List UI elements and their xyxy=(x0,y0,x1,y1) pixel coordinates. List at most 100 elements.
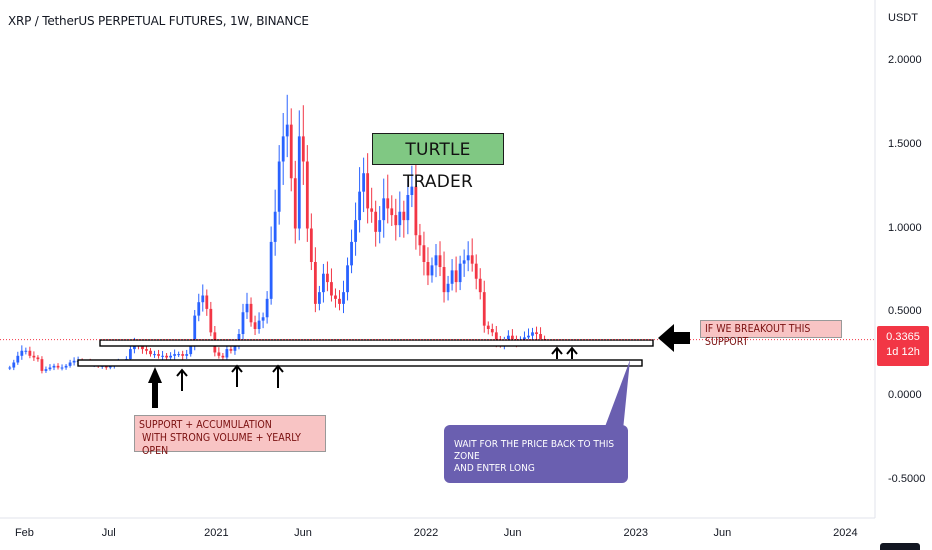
candle-body xyxy=(165,355,168,358)
candle-body xyxy=(446,283,450,293)
wait-note-line2: AND ENTER LONG xyxy=(454,463,535,474)
candle-body xyxy=(225,349,229,358)
support-zones-group xyxy=(77,339,654,367)
candle-body xyxy=(390,208,394,216)
y-tick-label: 0.0000 xyxy=(888,389,922,401)
candle-body xyxy=(20,350,24,356)
candle-body xyxy=(474,263,478,279)
candle-body xyxy=(145,349,148,351)
candle-body xyxy=(426,262,430,276)
candle-body xyxy=(277,161,281,212)
candle-body xyxy=(358,191,361,221)
up-arrow-icon-head xyxy=(231,364,243,373)
candle-body xyxy=(273,211,277,242)
candle-body xyxy=(402,211,406,221)
candle-body xyxy=(305,161,309,229)
candle-body xyxy=(221,355,225,358)
candle-body xyxy=(354,220,357,242)
y-tick-label: -0.5000 xyxy=(888,472,926,485)
candle-body xyxy=(269,241,273,299)
candle-body xyxy=(209,308,213,333)
candle-body xyxy=(173,354,177,356)
tradingview-logo-icon xyxy=(880,543,920,550)
bar-countdown: 1d 12h xyxy=(886,346,920,358)
candle-body xyxy=(52,365,56,368)
candle-body xyxy=(322,273,325,293)
last-price-value: 0.3365 xyxy=(886,331,920,343)
candle-body xyxy=(233,345,237,351)
candle-body xyxy=(350,241,353,266)
candle-body xyxy=(535,332,538,335)
candle-body xyxy=(201,295,205,303)
candle-body xyxy=(193,315,197,346)
left-arrow-icon xyxy=(658,324,690,352)
breakout-note: IF WE BREAKOUT THIS SUPPORT xyxy=(700,320,842,348)
candle-body xyxy=(362,173,366,192)
support-note: SUPPORT + ACCUMULATION WITH STRONG VOLUM… xyxy=(134,415,326,457)
support-zone-upper xyxy=(99,339,654,347)
up-arrow-icon xyxy=(148,367,162,408)
candle-body xyxy=(56,365,60,368)
candle-body xyxy=(245,303,249,313)
candle-body xyxy=(28,350,32,356)
x-tick-label: Feb xyxy=(14,527,34,539)
candle-body xyxy=(249,303,253,323)
candle-body xyxy=(438,255,442,268)
candle-body xyxy=(64,365,68,368)
candle-body xyxy=(161,355,164,357)
candle-body xyxy=(265,298,269,318)
candle-body xyxy=(24,350,28,352)
candle-body xyxy=(506,335,510,341)
candle-body xyxy=(490,329,494,333)
candle-body xyxy=(60,367,64,369)
candle-body xyxy=(410,186,414,195)
candle-body xyxy=(539,334,542,340)
candle-body xyxy=(486,325,490,329)
candle-body xyxy=(434,255,438,266)
candle-body xyxy=(217,352,221,356)
candle-body xyxy=(382,198,386,221)
y-tick-label: 1.5000 xyxy=(888,137,922,150)
candle-body xyxy=(482,292,486,326)
candle-body xyxy=(12,362,16,368)
candle-body xyxy=(197,302,201,316)
candle-body xyxy=(450,270,454,284)
candle-body xyxy=(257,320,261,329)
x-tick-label: 2024 xyxy=(833,527,858,539)
candle-body xyxy=(181,354,185,356)
candle-body xyxy=(418,235,422,246)
candle-body xyxy=(406,195,410,221)
support-note-line2: WITH STRONG VOLUME + YEARLY OPEN xyxy=(142,432,301,457)
candle-body xyxy=(241,312,245,335)
candle-body xyxy=(494,332,498,343)
last-price-badge: 0.3365 1d 12h xyxy=(877,326,929,366)
candle-body xyxy=(317,292,321,304)
candle-body xyxy=(36,357,40,360)
candle-body xyxy=(462,260,466,264)
candle-body xyxy=(378,220,382,232)
x-tick-label: Jun xyxy=(294,527,312,539)
y-tick-label: 2.0000 xyxy=(888,54,922,66)
candle-body xyxy=(297,136,301,229)
candle-body xyxy=(394,215,398,226)
candle-body xyxy=(149,350,152,355)
candle-body xyxy=(40,359,44,371)
candle-body xyxy=(44,369,48,371)
support-note-line1: SUPPORT + ACCUMULATION xyxy=(139,419,272,431)
support-zone-lower xyxy=(77,359,643,367)
up-arrow-icon-head xyxy=(551,346,563,355)
candle-body xyxy=(422,245,426,262)
candle-body xyxy=(338,298,341,304)
candle-body xyxy=(169,355,173,358)
candle-body xyxy=(141,345,144,350)
callout-pointer xyxy=(600,360,630,440)
candle-body xyxy=(229,349,233,351)
x-tick-label: 2023 xyxy=(623,527,648,539)
candle-body xyxy=(261,317,265,321)
candle-body xyxy=(346,265,349,293)
candle-body xyxy=(342,292,345,304)
candle-body xyxy=(205,295,209,309)
candle-body xyxy=(309,228,313,262)
